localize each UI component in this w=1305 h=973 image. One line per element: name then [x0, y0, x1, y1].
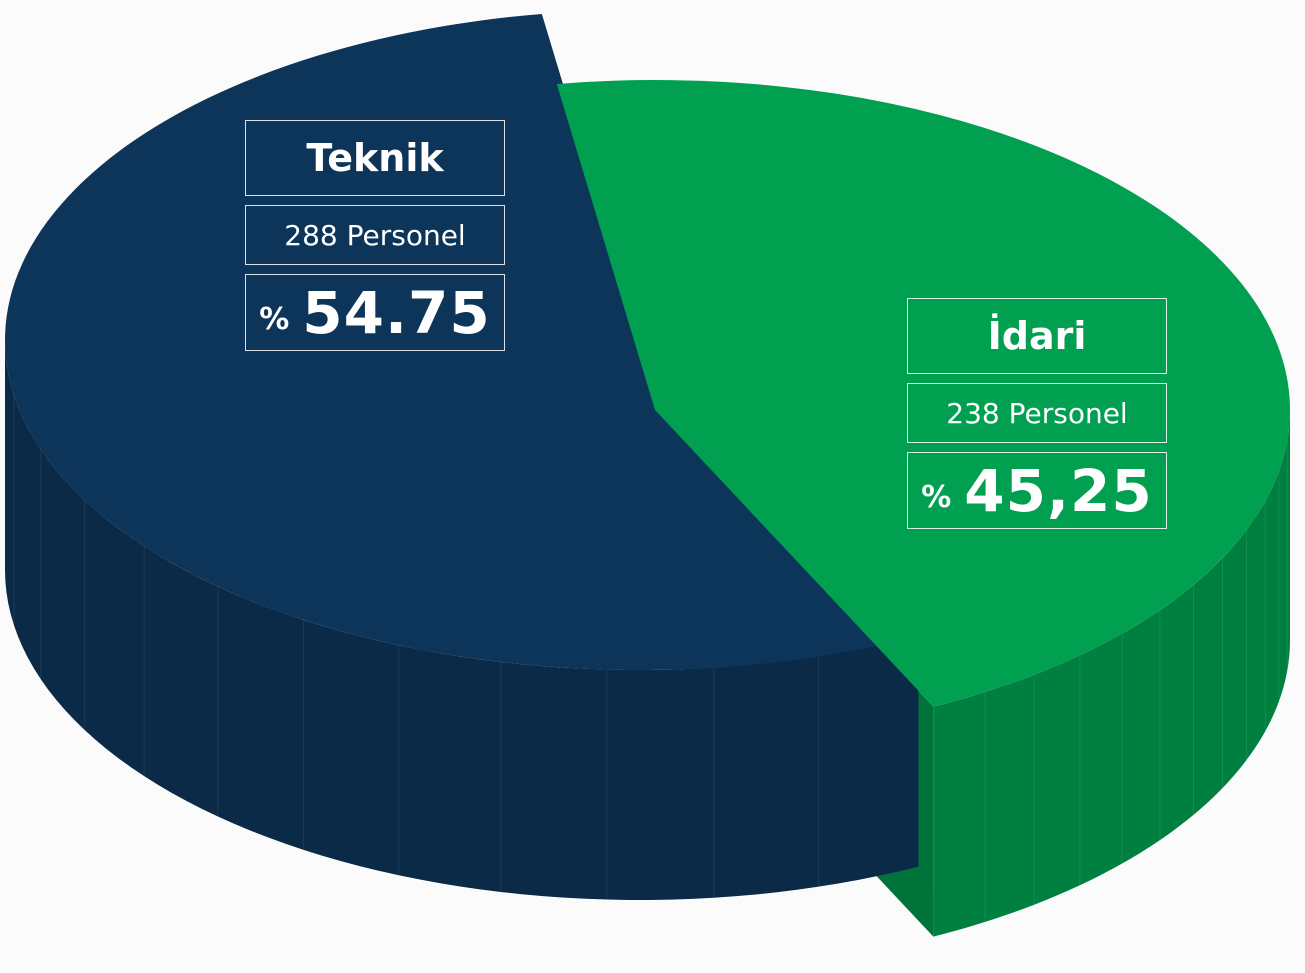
value-label: 45,25	[964, 456, 1153, 525]
value-label: 54.75	[302, 278, 491, 347]
label-box: Teknik 288 Personel % 54.75	[245, 120, 505, 360]
slice	[4, 13, 919, 670]
category-label: İdari	[907, 298, 1167, 374]
percent-box: % 45,25	[907, 452, 1167, 529]
percent-sign: %	[259, 302, 291, 337]
count-label: 288 Personel	[245, 205, 505, 265]
slice-side	[5, 340, 919, 900]
slice-side	[933, 410, 1290, 937]
label-box: İdari 238 Personel % 45,25	[907, 298, 1167, 538]
category-label: Teknik	[245, 120, 505, 196]
percent-box: % 54.75	[245, 274, 505, 351]
percent-sign: %	[921, 480, 953, 515]
slice	[556, 80, 1290, 707]
count-label: 238 Personel	[907, 383, 1167, 443]
